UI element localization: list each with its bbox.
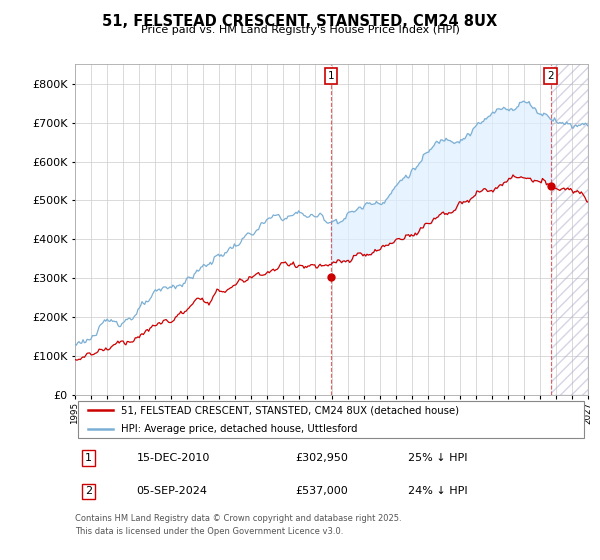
- Text: 51, FELSTEAD CRESCENT, STANSTED, CM24 8UX: 51, FELSTEAD CRESCENT, STANSTED, CM24 8U…: [103, 14, 497, 29]
- Text: Price paid vs. HM Land Registry's House Price Index (HPI): Price paid vs. HM Land Registry's House …: [140, 25, 460, 35]
- Text: 2: 2: [547, 71, 554, 81]
- Text: £302,950: £302,950: [296, 453, 349, 463]
- Text: 1: 1: [328, 71, 334, 81]
- FancyBboxPatch shape: [77, 401, 584, 438]
- Text: 51, FELSTEAD CRESCENT, STANSTED, CM24 8UX (detached house): 51, FELSTEAD CRESCENT, STANSTED, CM24 8U…: [121, 405, 459, 415]
- Text: £537,000: £537,000: [296, 487, 349, 497]
- Text: 05-SEP-2024: 05-SEP-2024: [137, 487, 208, 497]
- Text: 2: 2: [85, 487, 92, 497]
- Text: 24% ↓ HPI: 24% ↓ HPI: [409, 487, 468, 497]
- Text: 15-DEC-2010: 15-DEC-2010: [137, 453, 210, 463]
- Text: 1: 1: [85, 453, 92, 463]
- Text: Contains HM Land Registry data © Crown copyright and database right 2025.
This d: Contains HM Land Registry data © Crown c…: [75, 514, 401, 535]
- Text: 25% ↓ HPI: 25% ↓ HPI: [409, 453, 468, 463]
- Text: HPI: Average price, detached house, Uttlesford: HPI: Average price, detached house, Uttl…: [121, 424, 358, 433]
